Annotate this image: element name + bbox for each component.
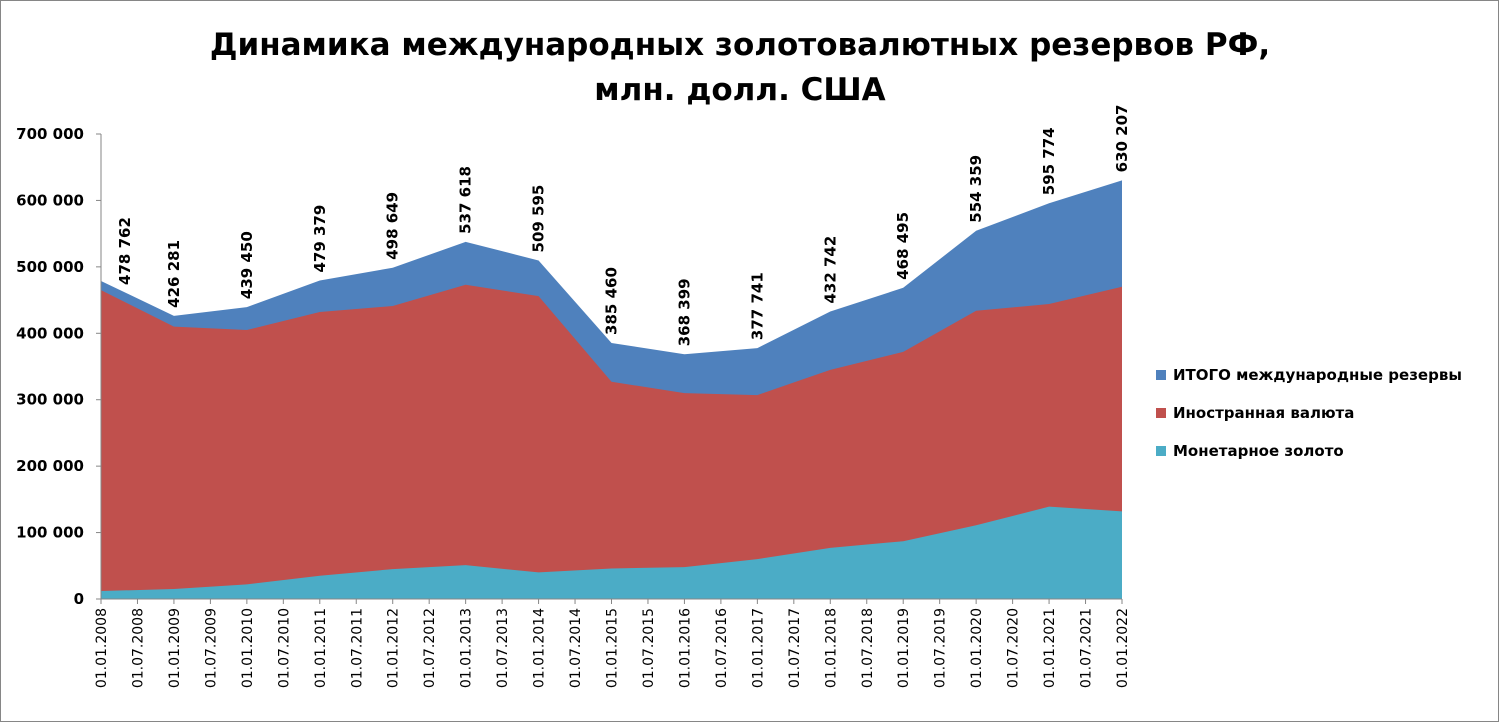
legend-item: Монетарное золото xyxy=(1156,442,1344,460)
x-tick-label: 01.07.2018 xyxy=(860,608,876,688)
data-label: 537 618 xyxy=(457,166,475,234)
x-tick-label: 01.07.2020 xyxy=(1006,608,1022,688)
x-tick-label: 01.07.2011 xyxy=(349,608,365,688)
x-tick-label: 01.01.2010 xyxy=(240,608,256,688)
legend-swatch xyxy=(1156,446,1166,456)
data-label: 377 741 xyxy=(748,272,766,340)
x-tick-label: 01.01.2020 xyxy=(969,608,985,688)
x-tick-label: 01.01.2014 xyxy=(532,608,548,688)
x-tick-label: 01.07.2019 xyxy=(933,608,949,688)
x-tick-label: 01.07.2015 xyxy=(641,608,657,688)
legend-item: ИТОГО международные резервы xyxy=(1156,366,1462,384)
x-tick-label: 01.07.2008 xyxy=(130,608,146,688)
y-tick-label: 100 000 xyxy=(16,524,84,542)
x-tick-label: 01.07.2013 xyxy=(495,608,511,688)
data-label: 554 359 xyxy=(967,155,985,223)
legend-item: Иностранная валюта xyxy=(1156,404,1354,422)
y-tick-label: 300 000 xyxy=(16,391,84,409)
data-label: 385 460 xyxy=(603,267,621,335)
data-label: 630 207 xyxy=(1113,105,1131,173)
data-label: 368 399 xyxy=(675,278,693,346)
x-tick-label: 01.07.2021 xyxy=(1079,608,1095,688)
x-tick-label: 01.01.2012 xyxy=(386,608,402,688)
data-label: 509 595 xyxy=(530,185,548,253)
x-tick-label: 01.01.2015 xyxy=(605,608,621,688)
y-tick-label: 200 000 xyxy=(16,457,84,475)
y-tick-label: 700 000 xyxy=(16,125,84,143)
x-tick-label: 01.01.2011 xyxy=(313,608,329,688)
y-tick-label: 500 000 xyxy=(16,258,84,276)
x-tick-label: 01.01.2013 xyxy=(459,608,475,688)
data-label: 498 649 xyxy=(384,192,402,260)
data-label: 439 450 xyxy=(238,231,256,299)
x-tick-label: 01.01.2019 xyxy=(896,608,912,688)
data-label: 432 742 xyxy=(821,236,839,304)
x-tick-label: 01.01.2009 xyxy=(167,608,183,688)
x-tick-label: 01.07.2016 xyxy=(714,608,730,688)
x-tick-label: 01.07.2017 xyxy=(787,608,803,688)
legend-label: ИТОГО международные резервы xyxy=(1173,366,1462,384)
x-tick-label: 01.01.2022 xyxy=(1115,608,1131,688)
data-label: 478 762 xyxy=(116,217,134,285)
legend-label: Иностранная валюта xyxy=(1173,404,1354,422)
y-tick-label: 0 xyxy=(74,590,84,608)
x-tick-label: 01.07.2012 xyxy=(422,608,438,688)
y-tick-label: 600 000 xyxy=(16,191,84,209)
legend-swatch xyxy=(1156,370,1166,380)
x-tick-label: 01.01.2017 xyxy=(750,608,766,688)
data-label: 426 281 xyxy=(165,240,183,308)
x-tick-label: 01.01.2016 xyxy=(677,608,693,688)
data-label: 479 379 xyxy=(311,205,329,273)
x-tick-label: 01.01.2018 xyxy=(823,608,839,688)
legend-label: Монетарное золото xyxy=(1173,442,1344,460)
chart-title-line1: Динамика международных золотовалютных ре… xyxy=(210,27,1270,63)
x-tick-label: 01.07.2009 xyxy=(203,608,219,688)
x-tick-label: 01.01.2008 xyxy=(94,608,110,688)
x-tick-label: 01.07.2014 xyxy=(568,608,584,688)
x-tick-label: 01.01.2021 xyxy=(1042,608,1058,688)
data-label: 468 495 xyxy=(894,212,912,280)
x-tick-label: 01.07.2010 xyxy=(276,608,292,688)
area-series-1 xyxy=(101,284,1122,599)
data-label: 595 774 xyxy=(1040,127,1058,195)
legend-swatch xyxy=(1156,408,1166,418)
area-series-2 xyxy=(101,506,1122,599)
y-tick-label: 400 000 xyxy=(16,324,84,342)
chart-title-line2: млн. долл. США xyxy=(594,72,885,108)
